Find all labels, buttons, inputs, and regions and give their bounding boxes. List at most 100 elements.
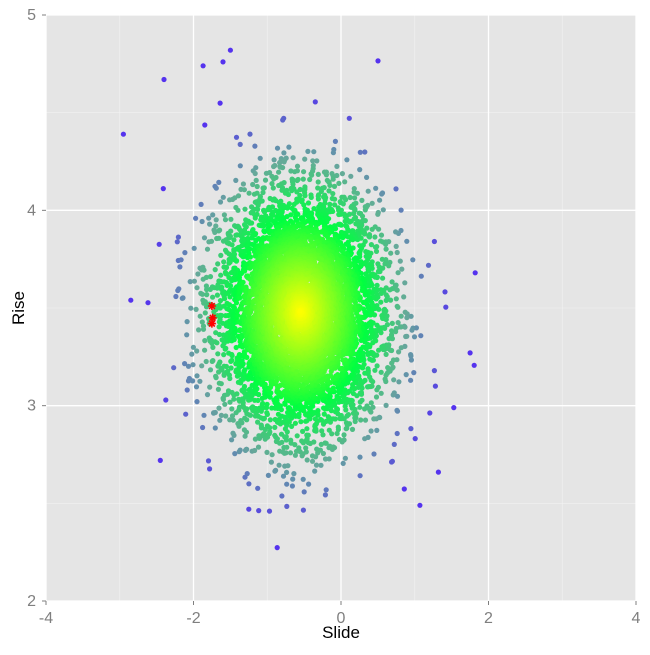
data-point bbox=[218, 273, 223, 278]
data-point bbox=[231, 418, 236, 423]
data-point bbox=[281, 150, 286, 155]
data-point bbox=[375, 363, 380, 368]
data-point bbox=[228, 217, 233, 222]
data-point bbox=[323, 440, 328, 445]
data-point bbox=[198, 314, 203, 319]
data-point bbox=[362, 149, 367, 154]
data-point bbox=[391, 392, 396, 397]
data-point bbox=[336, 181, 341, 186]
data-point bbox=[436, 470, 441, 475]
data-point bbox=[363, 207, 368, 212]
data-point bbox=[379, 391, 384, 396]
data-point bbox=[394, 244, 399, 249]
data-point bbox=[269, 181, 274, 186]
data-point bbox=[370, 201, 375, 206]
data-point bbox=[392, 442, 397, 447]
data-point bbox=[318, 463, 323, 468]
data-point bbox=[302, 193, 307, 198]
data-point bbox=[277, 463, 282, 468]
data-point bbox=[192, 279, 197, 284]
data-point bbox=[375, 261, 380, 266]
data-point bbox=[468, 350, 473, 355]
data-point bbox=[233, 178, 238, 183]
data-point bbox=[248, 413, 253, 418]
data-point bbox=[408, 352, 413, 357]
data-point bbox=[341, 461, 346, 466]
data-point bbox=[323, 492, 328, 497]
data-point bbox=[338, 200, 343, 205]
data-point bbox=[264, 410, 269, 415]
data-point bbox=[244, 355, 249, 360]
data-point bbox=[286, 192, 291, 197]
data-point bbox=[309, 195, 314, 200]
data-point bbox=[411, 370, 416, 375]
data-point bbox=[390, 321, 395, 326]
data-point bbox=[318, 417, 323, 422]
data-point bbox=[222, 296, 227, 301]
data-point bbox=[203, 310, 208, 315]
data-point bbox=[222, 212, 227, 217]
data-point bbox=[334, 164, 339, 169]
data-point bbox=[218, 253, 223, 258]
data-point bbox=[379, 313, 384, 318]
data-point bbox=[184, 332, 189, 337]
data-point bbox=[347, 116, 352, 121]
data-point bbox=[230, 431, 235, 436]
data-point bbox=[327, 428, 332, 433]
data-point bbox=[205, 392, 210, 397]
data-point bbox=[276, 170, 281, 175]
data-point bbox=[385, 365, 390, 370]
data-point bbox=[208, 367, 213, 372]
data-point bbox=[217, 228, 222, 233]
data-point bbox=[204, 359, 209, 364]
data-point bbox=[185, 387, 190, 392]
data-point bbox=[378, 238, 383, 243]
data-point bbox=[374, 428, 379, 433]
data-point bbox=[365, 366, 370, 371]
data-point bbox=[288, 450, 293, 455]
data-point bbox=[207, 222, 212, 227]
data-point bbox=[242, 207, 247, 212]
data-point bbox=[260, 198, 265, 203]
data-point bbox=[372, 368, 377, 373]
data-point bbox=[366, 189, 371, 194]
data-point bbox=[244, 406, 249, 411]
data-point bbox=[341, 432, 346, 437]
data-point bbox=[255, 420, 260, 425]
data-point bbox=[357, 167, 362, 172]
data-point bbox=[201, 413, 206, 418]
data-point bbox=[357, 405, 362, 410]
data-point bbox=[284, 470, 289, 475]
data-point bbox=[396, 270, 401, 275]
data-point bbox=[217, 359, 222, 364]
data-point bbox=[389, 361, 394, 366]
data-point bbox=[343, 219, 348, 224]
data-point bbox=[186, 364, 191, 369]
data-point bbox=[241, 280, 246, 285]
data-point bbox=[359, 338, 364, 343]
data-point bbox=[383, 373, 388, 378]
data-point bbox=[409, 328, 414, 333]
data-point bbox=[408, 426, 413, 431]
data-point bbox=[201, 63, 206, 68]
data-point bbox=[393, 186, 398, 191]
data-point bbox=[209, 239, 214, 244]
data-point bbox=[379, 233, 384, 238]
data-point bbox=[433, 384, 438, 389]
data-point bbox=[256, 445, 261, 450]
data-point bbox=[253, 232, 258, 237]
data-point bbox=[375, 58, 380, 63]
data-point bbox=[238, 448, 243, 453]
data-point bbox=[128, 298, 133, 303]
data-point bbox=[228, 48, 233, 53]
data-point bbox=[310, 453, 315, 458]
data-point bbox=[377, 198, 382, 203]
data-point bbox=[374, 394, 379, 399]
data-point bbox=[384, 247, 389, 252]
data-point bbox=[324, 172, 329, 177]
data-point bbox=[336, 425, 341, 430]
data-point bbox=[419, 274, 424, 279]
data-point bbox=[315, 408, 320, 413]
data-point bbox=[295, 433, 300, 438]
data-point bbox=[232, 326, 237, 331]
